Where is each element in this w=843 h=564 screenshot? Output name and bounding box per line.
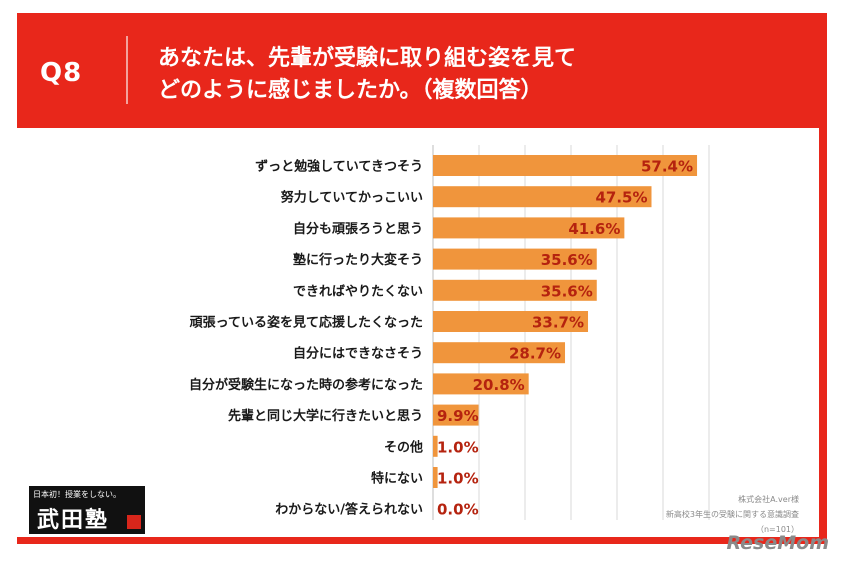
value-label: 35.6% xyxy=(541,251,593,269)
chart-panel xyxy=(17,128,819,537)
value-label: 47.5% xyxy=(595,189,647,207)
value-label: 35.6% xyxy=(541,282,593,300)
category-label: 頑張っている姿を見て応援したくなった xyxy=(189,315,423,331)
question-line-2: どのように感じましたか。（複数回答） xyxy=(158,78,543,103)
logo-tagline: 日本初！授業をしない。 xyxy=(33,490,121,499)
bar xyxy=(433,467,438,488)
value-label: 41.6% xyxy=(568,220,620,238)
bars xyxy=(433,155,698,488)
category-label: 自分も頑張ろうと思う xyxy=(293,221,423,237)
category-label: できればやりたくない xyxy=(293,284,423,299)
value-label: 1.0% xyxy=(437,470,479,488)
category-label: 塾に行ったり大変そう xyxy=(293,252,423,268)
value-label: 57.4% xyxy=(641,158,693,176)
value-label: 20.8% xyxy=(473,376,525,394)
bar xyxy=(433,186,652,208)
category-label: 努力していてかっこいい xyxy=(281,190,423,206)
note-survey: 新高校3年生の受験に関する意識調査 xyxy=(665,510,799,519)
category-label: 特にない xyxy=(371,471,423,487)
category-label: その他 xyxy=(384,439,423,455)
category-label: わからない/答えられない xyxy=(275,502,423,518)
logo: 日本初！授業をしない。 武田塾 xyxy=(29,486,145,534)
category-label: ずっと勉強していてきつそう xyxy=(255,159,423,175)
category-label: 自分にはできなさそう xyxy=(293,346,423,362)
bar xyxy=(433,342,566,364)
bar xyxy=(433,404,479,426)
category-label: 自分が受験生になった時の参考になった xyxy=(189,377,423,393)
bar xyxy=(433,279,597,301)
note-company: 株式会社A.ver様 xyxy=(738,495,799,504)
header-divider xyxy=(126,36,128,104)
question-number: Q8 xyxy=(40,58,83,88)
bar xyxy=(433,248,597,270)
value-label: 9.9% xyxy=(437,407,479,425)
bar xyxy=(433,155,698,176)
value-labels: 57.4% 47.5% 41.6% 35.6% 35.6% 33.7% 28.7% 20.8%… xyxy=(437,158,693,519)
value-label: 1.0% xyxy=(437,438,479,456)
logo-name: 武田塾 xyxy=(37,507,110,533)
value-label: 28.7% xyxy=(509,345,561,363)
question-line-1: あなたは、先輩が受験に取り組む姿を見て xyxy=(158,46,577,71)
bar xyxy=(433,217,625,239)
note-sample: （n=101） xyxy=(755,525,799,534)
category-label: 先輩と同じ大学に行きたいと思う xyxy=(228,408,423,424)
bar xyxy=(433,435,438,457)
value-label: 33.7% xyxy=(532,314,584,332)
logo-stamp-icon xyxy=(127,515,141,529)
watermark: ReseMom xyxy=(726,532,829,554)
category-labels: ずっと勉強していてきつそう努力していてかっこいい自分も頑張ろうと思う塾に行ったり… xyxy=(189,159,423,518)
grid-lines xyxy=(432,145,710,520)
bar xyxy=(433,311,589,332)
value-label: 0.0% xyxy=(437,501,479,519)
bar xyxy=(433,373,529,395)
